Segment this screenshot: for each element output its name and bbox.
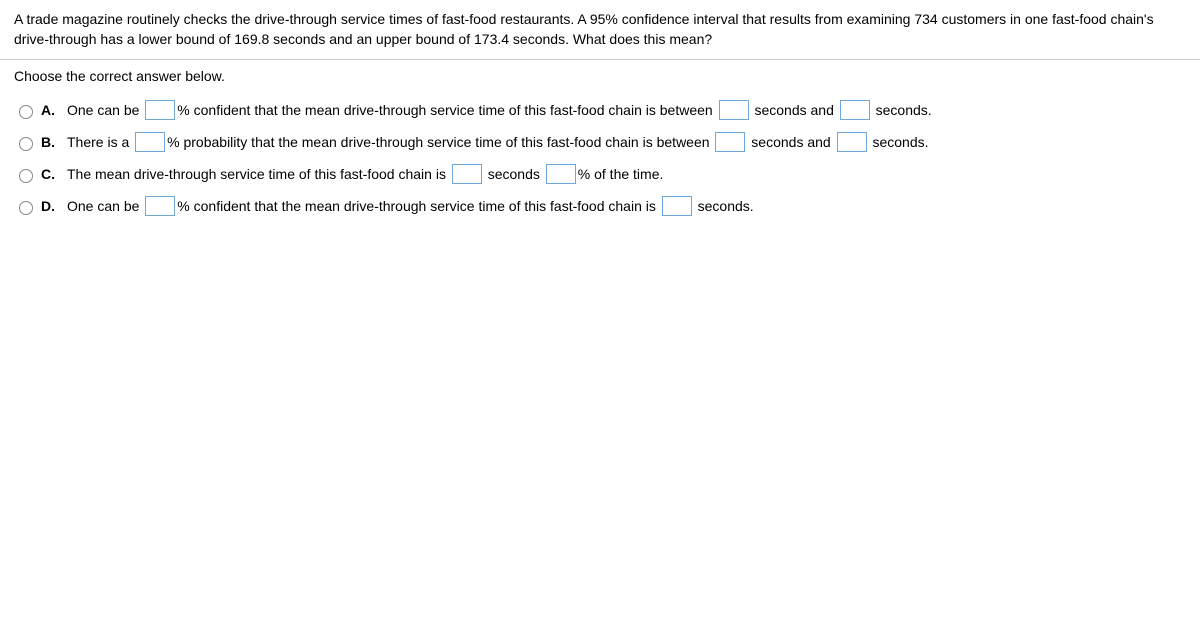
choice-d-part1: One can be (67, 198, 143, 214)
radio-c[interactable] (19, 169, 33, 183)
question-stem-text: A trade magazine routinely checks the dr… (14, 11, 1154, 47)
choice-c-blank1[interactable] (452, 164, 482, 184)
choice-a-letter: A. (41, 102, 57, 118)
choice-d-part2: % confident that the mean drive-through … (177, 198, 659, 214)
choice-c-part3: % of the time. (578, 166, 664, 182)
choice-b-part2: % probability that the mean drive-throug… (167, 134, 713, 150)
choice-b-text: There is a % probability that the mean d… (67, 132, 929, 152)
choice-b-part4: seconds. (869, 134, 929, 150)
choices-container: A. One can be % confident that the mean … (0, 94, 1200, 234)
choice-a-part1: One can be (67, 102, 143, 118)
question-prompt-text: Choose the correct answer below. (14, 68, 225, 84)
choice-d-text: One can be % confident that the mean dri… (67, 196, 754, 216)
choice-b-blank3[interactable] (837, 132, 867, 152)
question-prompt: Choose the correct answer below. (0, 60, 1200, 94)
choice-d-blank1[interactable] (145, 196, 175, 216)
choice-a-part2: % confident that the mean drive-through … (177, 102, 716, 118)
radio-d[interactable] (19, 201, 33, 215)
choice-b: B. There is a % probability that the mea… (14, 132, 1186, 152)
choice-a-blank1[interactable] (145, 100, 175, 120)
choice-b-part3: seconds and (747, 134, 834, 150)
choice-b-part1: There is a (67, 134, 133, 150)
choice-d-letter: D. (41, 198, 57, 214)
choice-a-text: One can be % confident that the mean dri… (67, 100, 932, 120)
choice-a-blank2[interactable] (719, 100, 749, 120)
choice-a: A. One can be % confident that the mean … (14, 100, 1186, 120)
choice-c: C. The mean drive-through service time o… (14, 164, 1186, 184)
choice-d-part3: seconds. (694, 198, 754, 214)
choice-c-part1: The mean drive-through service time of t… (67, 166, 450, 182)
choice-b-blank2[interactable] (715, 132, 745, 152)
choice-a-blank3[interactable] (840, 100, 870, 120)
choice-d-blank2[interactable] (662, 196, 692, 216)
choice-a-part4: seconds. (872, 102, 932, 118)
choice-c-part2: seconds (484, 166, 544, 182)
choice-c-letter: C. (41, 166, 57, 182)
choice-c-blank2[interactable] (546, 164, 576, 184)
question-stem: A trade magazine routinely checks the dr… (0, 0, 1200, 60)
choice-b-letter: B. (41, 134, 57, 150)
choice-d: D. One can be % confident that the mean … (14, 196, 1186, 216)
radio-a[interactable] (19, 105, 33, 119)
choice-c-text: The mean drive-through service time of t… (67, 164, 663, 184)
radio-b[interactable] (19, 137, 33, 151)
choice-b-blank1[interactable] (135, 132, 165, 152)
choice-a-part3: seconds and (751, 102, 838, 118)
